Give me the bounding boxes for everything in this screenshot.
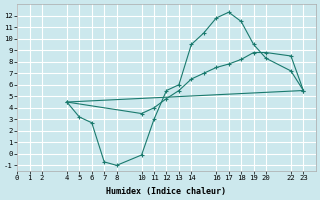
X-axis label: Humidex (Indice chaleur): Humidex (Indice chaleur) [107,187,227,196]
